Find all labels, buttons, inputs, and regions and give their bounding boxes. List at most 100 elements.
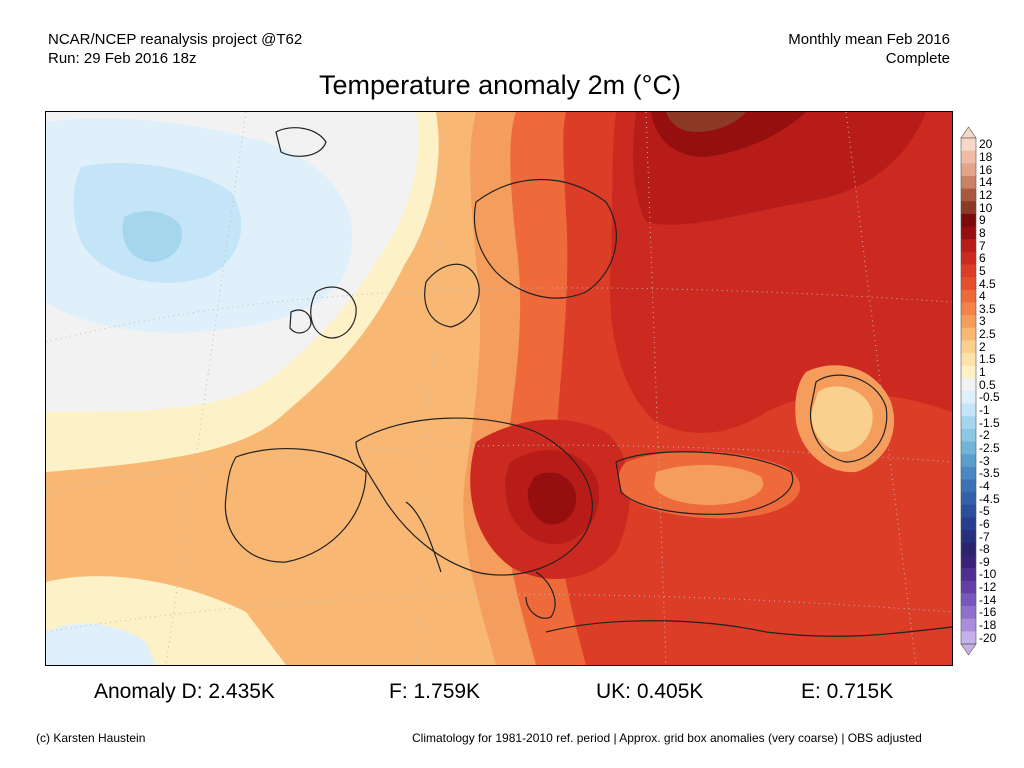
colorbar-tick-label: 7 <box>979 238 986 253</box>
period-line: Monthly mean Feb 2016 <box>788 31 950 48</box>
map-canvas <box>46 112 952 665</box>
colorbar-cell <box>961 441 976 455</box>
colorbar-tick-label: -3 <box>979 453 990 468</box>
colorbar-tick-label: -7 <box>979 529 990 544</box>
colorbar-tick-label: -10 <box>979 567 997 582</box>
colorbar-tick-label: 12 <box>979 187 993 202</box>
colorbar-tick-label: 2 <box>979 339 986 354</box>
climatology-note: Climatology for 1981-2010 ref. period | … <box>412 731 922 745</box>
colorbar-bottom-arrow <box>960 643 977 656</box>
norway-outline <box>424 263 480 328</box>
colorbar-tick-label: -4 <box>979 478 990 493</box>
colorbar-tick-label: -0.5 <box>979 390 1000 405</box>
colorbar-tick-label: 14 <box>979 175 993 190</box>
colorbar-cell <box>961 568 976 582</box>
colorbar-cell <box>961 150 976 164</box>
colorbar-tick-label: 0.5 <box>979 377 996 392</box>
colorbar-cell <box>961 188 976 202</box>
colorbar-cell <box>961 277 976 291</box>
stat-e: E: 0.715K <box>801 680 894 703</box>
colorbar-cell <box>961 580 976 594</box>
colorbar-tick-label: -20 <box>979 630 997 645</box>
colorbar <box>960 126 977 656</box>
greece-outline <box>525 571 556 619</box>
colorbar-tick-label: -3.5 <box>979 466 1000 481</box>
anomaly-map <box>45 111 953 666</box>
stat-uk: UK: 0.405K <box>596 680 704 703</box>
colorbar-tick-label: 1 <box>979 365 986 379</box>
colorbar-cell <box>961 315 976 329</box>
colorbar-cell <box>961 530 976 544</box>
colorbar-cell <box>961 606 976 620</box>
credit-text: (c) Karsten Haustein <box>36 731 146 745</box>
colorbar-cell <box>961 391 976 405</box>
ireland-outline <box>289 309 312 334</box>
colorbar-cell <box>961 213 976 228</box>
header-left: NCAR/NCEP reanalysis project @T62 Run: 2… <box>48 30 302 68</box>
colorbar-tick-label: 4 <box>979 289 986 304</box>
warm-zone-10 <box>666 112 746 132</box>
colorbar-cell <box>961 365 976 379</box>
central-europe-outline <box>355 417 593 576</box>
map-title: Temperature anomaly 2m (°C) <box>319 70 681 100</box>
colorbar-tick-label: -12 <box>979 580 997 595</box>
colorbar-cell <box>961 226 976 240</box>
colorbar-tick-label: -4.5 <box>979 491 1000 506</box>
colorbar-cell <box>961 631 976 645</box>
scandinavia-outline <box>473 179 617 299</box>
colorbar-cell <box>961 454 976 468</box>
colorbar-tick-label: 3.5 <box>979 301 996 316</box>
colorbar-tick-label: 1.5 <box>979 352 996 367</box>
atlantic-cool-center <box>122 211 182 262</box>
black-sea-core <box>654 465 764 505</box>
colorbar-cell <box>961 492 976 506</box>
iceland-outline <box>275 127 327 157</box>
colorbar-tick-label: -9 <box>979 554 990 569</box>
colorbar-cell <box>961 201 976 215</box>
colorbar-cell <box>961 340 976 354</box>
colorbar-tick-label: 8 <box>979 225 986 240</box>
colorbar-tick-label: -1 <box>979 403 990 417</box>
caspian-outline <box>809 374 888 463</box>
iberia-outline <box>224 448 367 563</box>
colorbar-tick-label: 10 <box>979 200 993 215</box>
black-sea-outline <box>615 451 794 515</box>
colorbar-cell <box>961 403 976 417</box>
colorbar-tick-label: 9 <box>979 213 986 228</box>
colorbar-cell <box>961 302 976 316</box>
colorbar-tick-label: 5 <box>979 263 986 278</box>
colorbar-cell <box>961 289 976 303</box>
north-africa-coast <box>545 620 952 637</box>
status-line: Complete <box>885 50 950 67</box>
colorbar-cell <box>961 353 976 367</box>
caspian-core <box>811 386 873 452</box>
colorbar-tick-label: -8 <box>979 542 990 557</box>
sw-cool-zone <box>46 623 156 665</box>
colorbar-cell <box>961 264 976 278</box>
colorbar-tick-label: 4.5 <box>979 276 996 291</box>
header-right: Monthly mean Feb 2016 Complete <box>788 30 950 68</box>
italy-outline <box>405 501 442 573</box>
colorbar-cell <box>961 175 976 190</box>
colorbar-tick-label: -16 <box>979 605 997 620</box>
colorbar-cell <box>961 466 976 481</box>
colorbar-tick-label: 18 <box>979 150 993 164</box>
colorbar-cell <box>961 138 976 152</box>
run-line: Run: 29 Feb 2016 18z <box>48 50 197 67</box>
colorbar-tick-label: -14 <box>979 592 997 607</box>
colorbar-cell <box>961 378 976 392</box>
colorbar-cell <box>961 251 976 265</box>
colorbar-cell <box>961 428 976 443</box>
colorbar-cell <box>961 163 976 177</box>
colorbar-cell <box>961 504 976 518</box>
graticule <box>46 112 952 665</box>
colorbar-top-arrow <box>960 126 977 139</box>
colorbar-tick-label: -6 <box>979 516 990 531</box>
colorbar-cell <box>961 542 976 556</box>
stat-anomaly-d: Anomaly D: 2.435K <box>94 680 275 703</box>
colorbar-tick-label: -18 <box>979 618 997 632</box>
colorbar-tick-label: -1.5 <box>979 415 1000 430</box>
colorbar-cell <box>961 618 976 632</box>
colorbar-tick-label: 20 <box>979 137 993 152</box>
colorbar-tick-label: 2.5 <box>979 327 996 342</box>
